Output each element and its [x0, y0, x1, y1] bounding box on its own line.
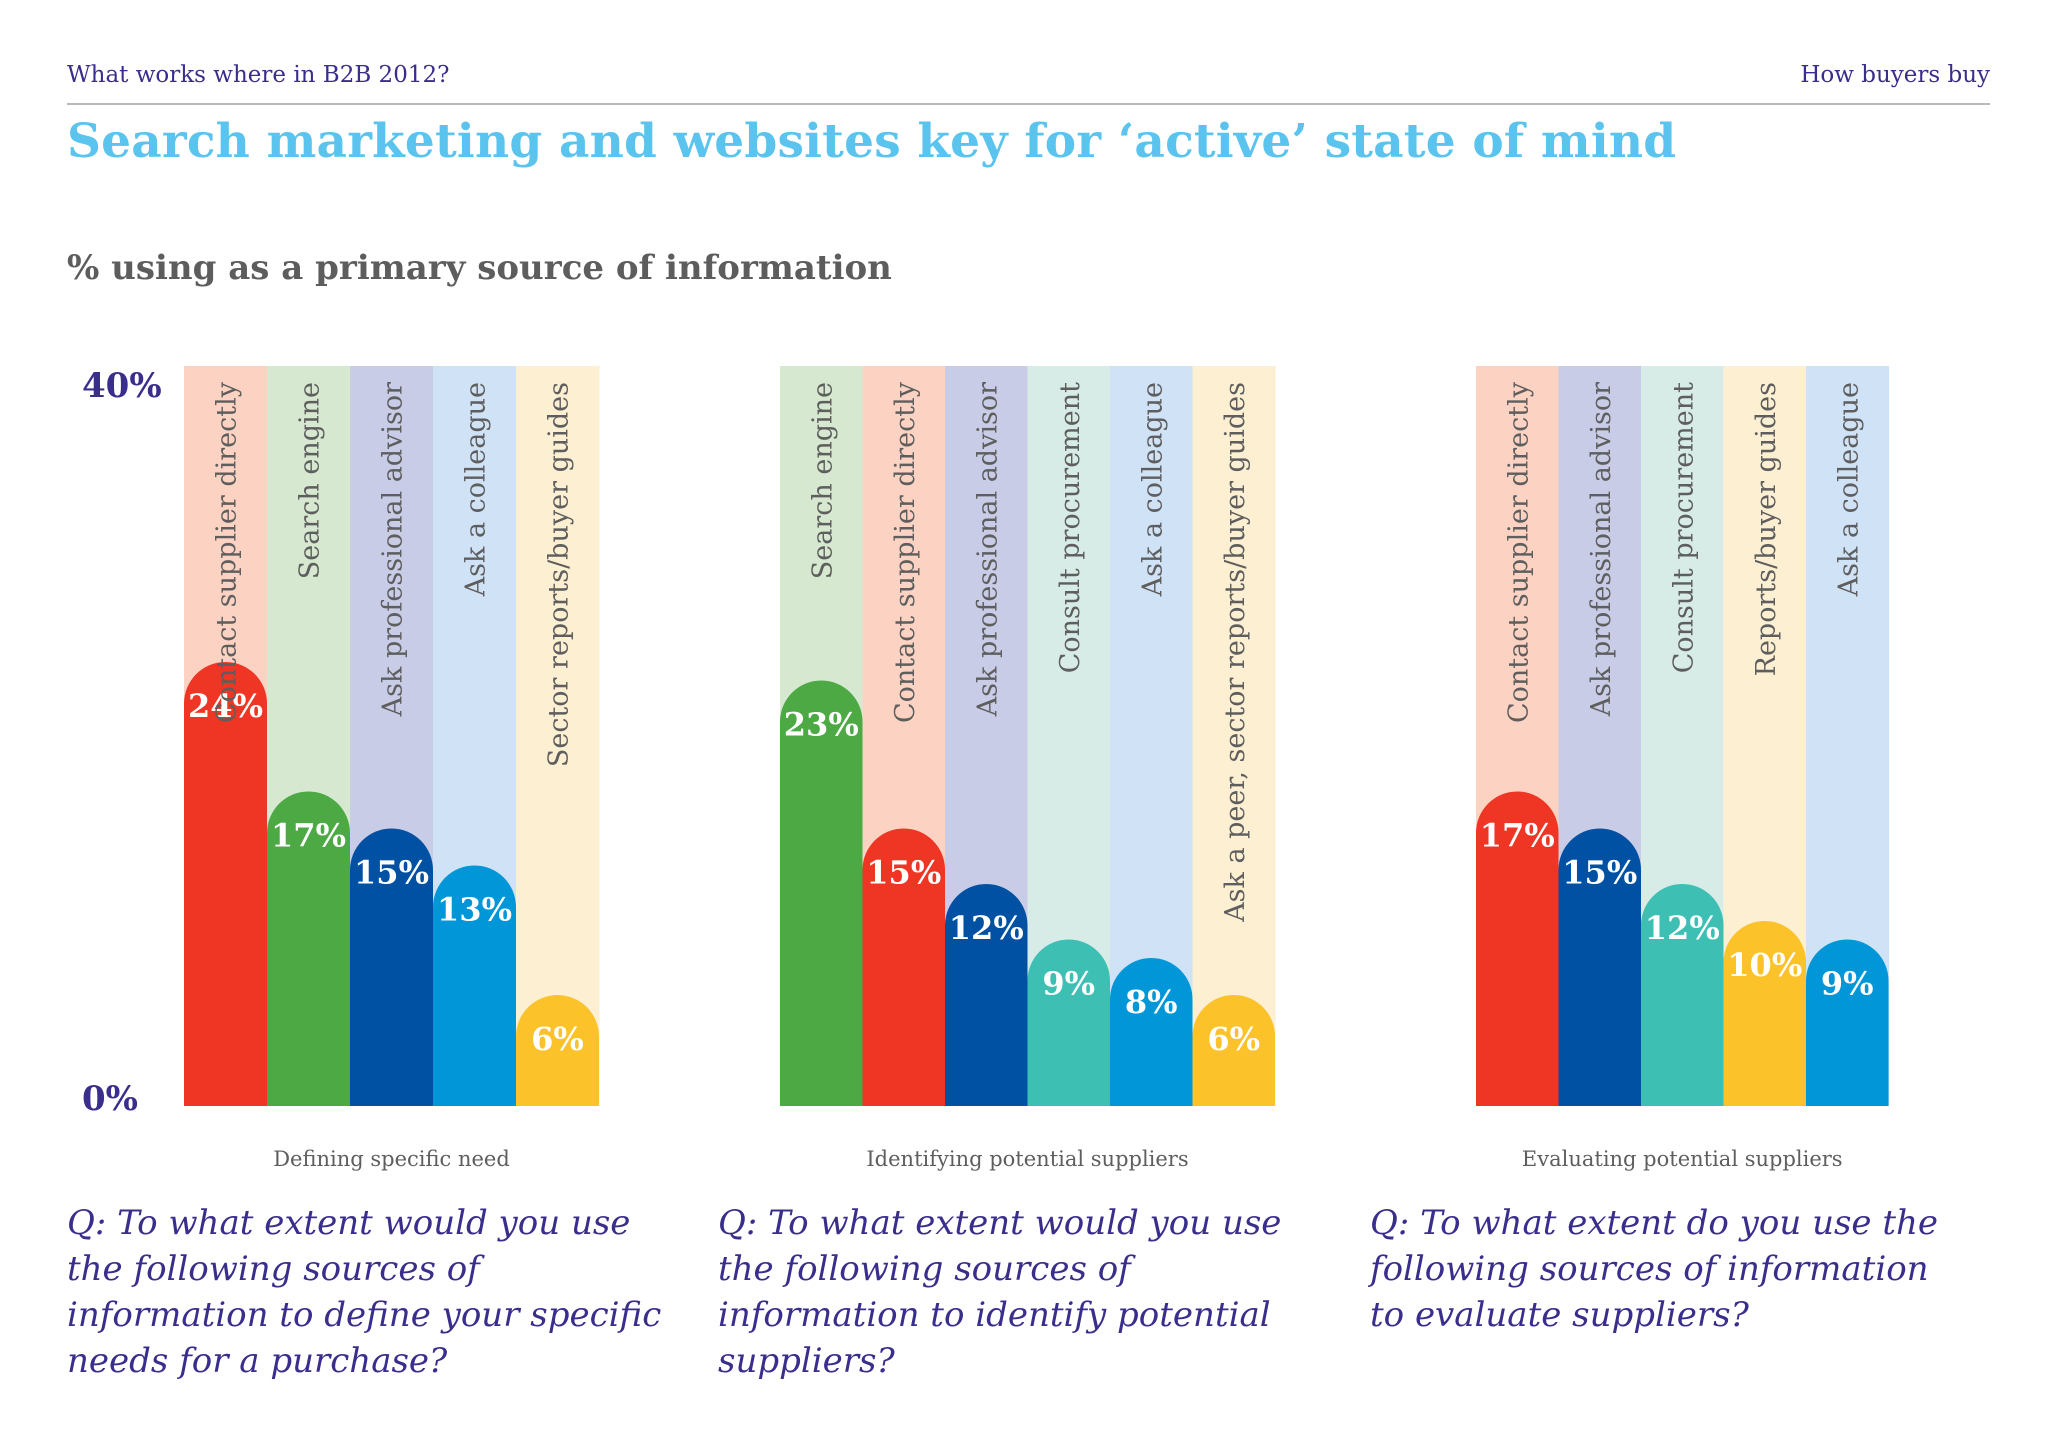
data-label: 15%: [354, 854, 429, 892]
category-label: Contact supplier directly: [890, 381, 921, 723]
category-label: Contact supplier directly: [212, 381, 243, 723]
bar: [516, 995, 599, 1106]
category-label: Ask a colleague: [461, 382, 492, 597]
question-3: Q: To what extent do you use the followi…: [1370, 1203, 1939, 1335]
data-label: 23%: [784, 706, 859, 744]
chart-1: 24%Contact supplier directly 17% Search en…: [184, 366, 600, 1171]
chart-subtitle: % using as a primary source of informati…: [67, 248, 892, 288]
bar: [350, 828, 433, 1106]
question-1: Q: To what extent would you use the foll…: [67, 1203, 662, 1381]
page-title: Search marketing and websites key for ‘a…: [67, 114, 1677, 169]
bar: [1027, 939, 1110, 1106]
bar: [862, 828, 945, 1106]
category-label: Consult procurement: [1668, 382, 1699, 673]
chart-2: 23% Search engine 15% Contact supplier dire…: [780, 366, 1276, 1171]
y-axis-bottom-label: 0%: [82, 1079, 138, 1119]
data-label: 8%: [1125, 983, 1178, 1021]
category-label: Reports/buyer guides: [1751, 382, 1782, 676]
category-label: Contact supplier directly: [1503, 381, 1534, 723]
bar: [1806, 939, 1889, 1106]
bar: [780, 680, 863, 1106]
data-label: 12%: [1645, 909, 1720, 947]
x-axis-label: Defining specific need: [273, 1147, 510, 1171]
bar: [945, 883, 1028, 1106]
column-background: [1192, 366, 1276, 1106]
question-2: Q: To what extent would you use the foll…: [718, 1203, 1282, 1381]
category-label: Ask a colleague: [1833, 382, 1864, 597]
bar: [267, 791, 350, 1106]
column-background: [516, 366, 600, 1106]
bar: [1192, 995, 1275, 1106]
data-label: 6%: [531, 1020, 584, 1058]
data-label: 12%: [949, 909, 1024, 947]
data-label: 24%: [188, 687, 263, 725]
bar: [184, 662, 267, 1106]
category-label: Ask a colleague: [1137, 382, 1168, 597]
bar: [1641, 883, 1724, 1106]
category-label: Ask professional advisor: [1586, 382, 1617, 717]
header-right-text: How buyers buy: [1800, 62, 1990, 88]
data-label: 15%: [866, 854, 941, 892]
header-divider: [67, 103, 1990, 105]
data-label: 6%: [1207, 1020, 1260, 1058]
chart-3: 17% Contact supplier directly 15% Ask profe…: [1476, 366, 1890, 1171]
bar: [433, 865, 516, 1106]
data-label: 13%: [437, 891, 512, 929]
category-label: Ask professional advisor: [972, 382, 1003, 717]
category-label: Search engine: [295, 382, 326, 579]
data-label: 9%: [1821, 965, 1874, 1003]
x-axis-label: Evaluating potential suppliers: [1522, 1147, 1843, 1171]
data-label: 9%: [1042, 965, 1095, 1003]
data-label: 17%: [1480, 817, 1555, 855]
bar: [1558, 828, 1641, 1106]
y-axis-top-label: 40%: [82, 366, 162, 406]
category-label: Ask a peer, sector reports/buyer guides: [1220, 382, 1251, 923]
x-axis-label: Identifying potential suppliers: [866, 1147, 1188, 1171]
bar: [1723, 921, 1806, 1106]
category-label: Search engine: [807, 382, 838, 579]
category-label: Consult procurement: [1055, 382, 1086, 673]
bar: [1110, 957, 1193, 1106]
header-left-text: What works where in B2B 2012?: [67, 62, 450, 88]
data-label: 10%: [1727, 946, 1802, 984]
bar: [1476, 791, 1559, 1106]
category-label: Sector reports/buyer guides: [544, 382, 575, 767]
data-label: 17%: [271, 817, 346, 855]
data-label: 15%: [1562, 854, 1637, 892]
category-label: Ask professional advisor: [378, 382, 409, 717]
